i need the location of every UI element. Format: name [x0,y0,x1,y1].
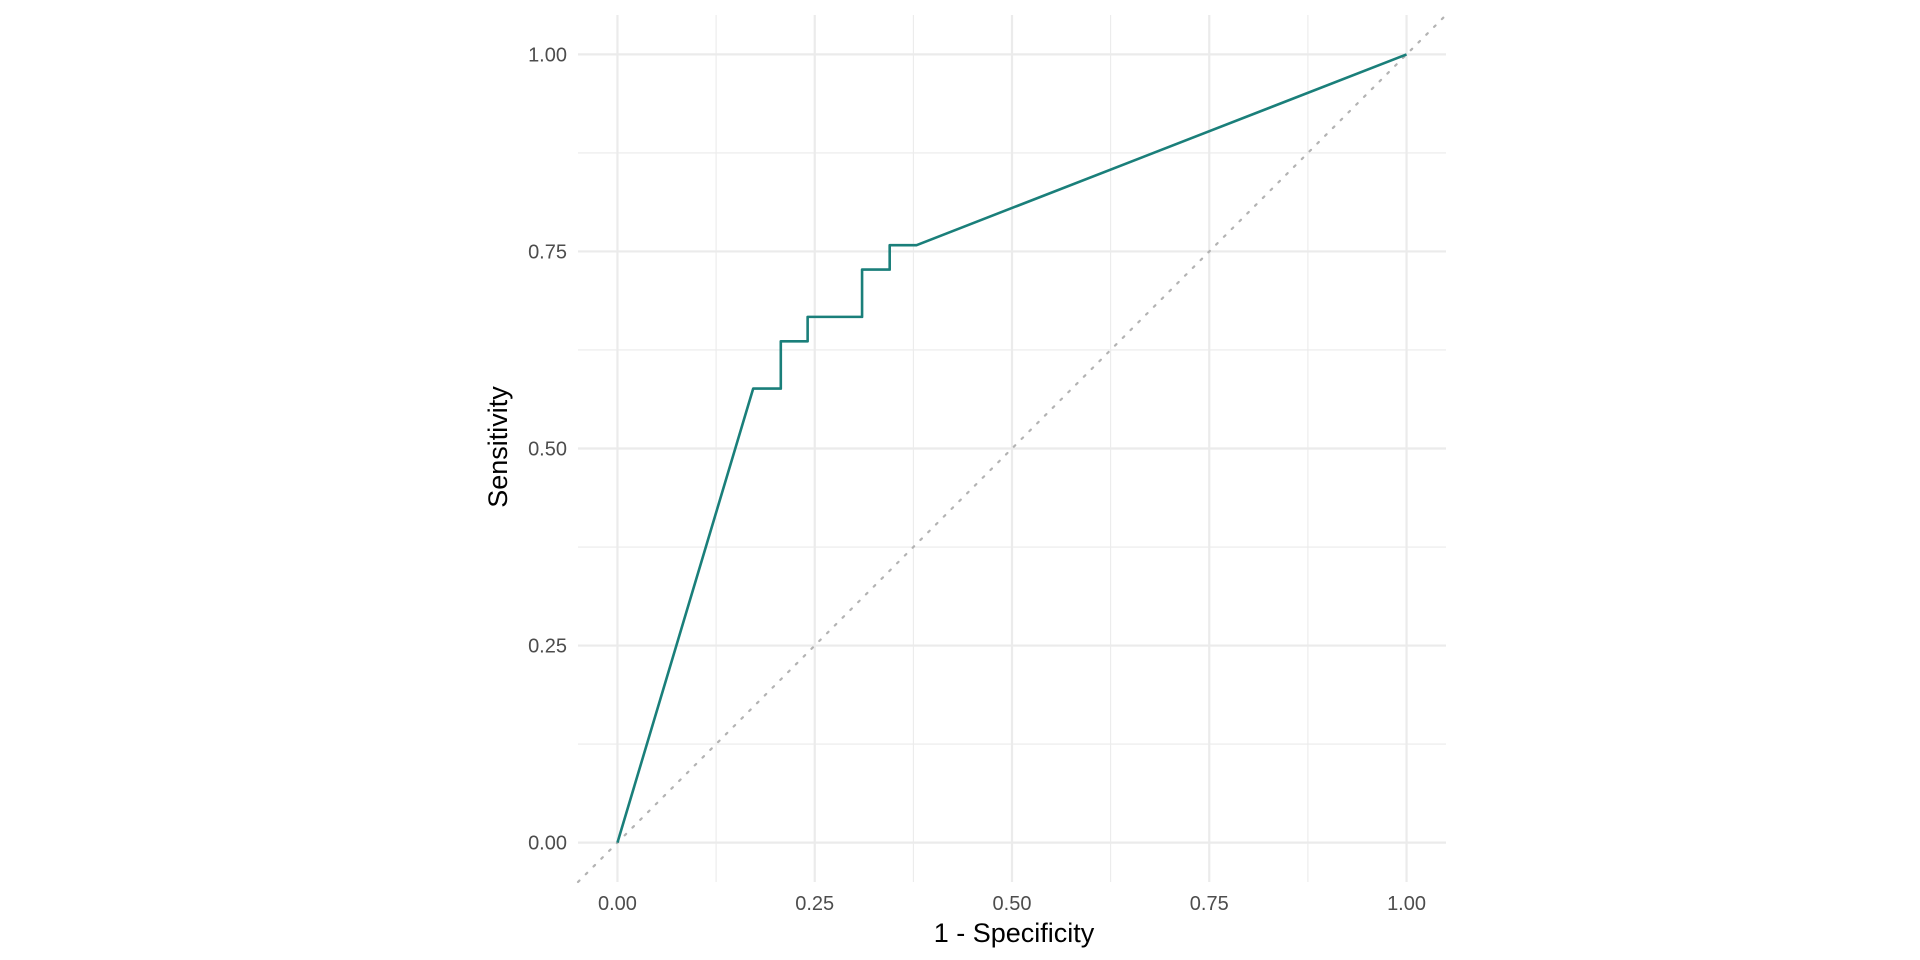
series-layer [616,53,1408,843]
x-tick-label: 0.00 [598,893,637,915]
x-tick-label: 0.50 [993,893,1032,915]
x-tick-labels: 0.00 0.25 0.50 0.75 1.00 [598,893,1426,915]
y-axis-title: Sensitivity [483,386,513,508]
reference-diagonal-line [576,13,1448,884]
x-tick-label: 0.25 [795,893,834,915]
x-axis-title: 1 - Specificity [934,918,1095,948]
y-tick-label: 0.00 [528,833,567,855]
x-tick-label: 0.75 [1190,893,1229,915]
roc-series-line-0 [616,53,1408,843]
reference-layer [576,13,1448,884]
y-tick-label: 0.25 [528,636,567,658]
y-tick-label: 1.00 [528,44,567,66]
major-gridlines [578,15,1446,882]
y-tick-label: 0.50 [528,439,567,461]
x-tick-label: 1.00 [1387,893,1426,915]
y-tick-label: 0.75 [528,241,567,263]
y-tick-labels: 0.00 0.25 0.50 0.75 1.00 [528,44,567,854]
